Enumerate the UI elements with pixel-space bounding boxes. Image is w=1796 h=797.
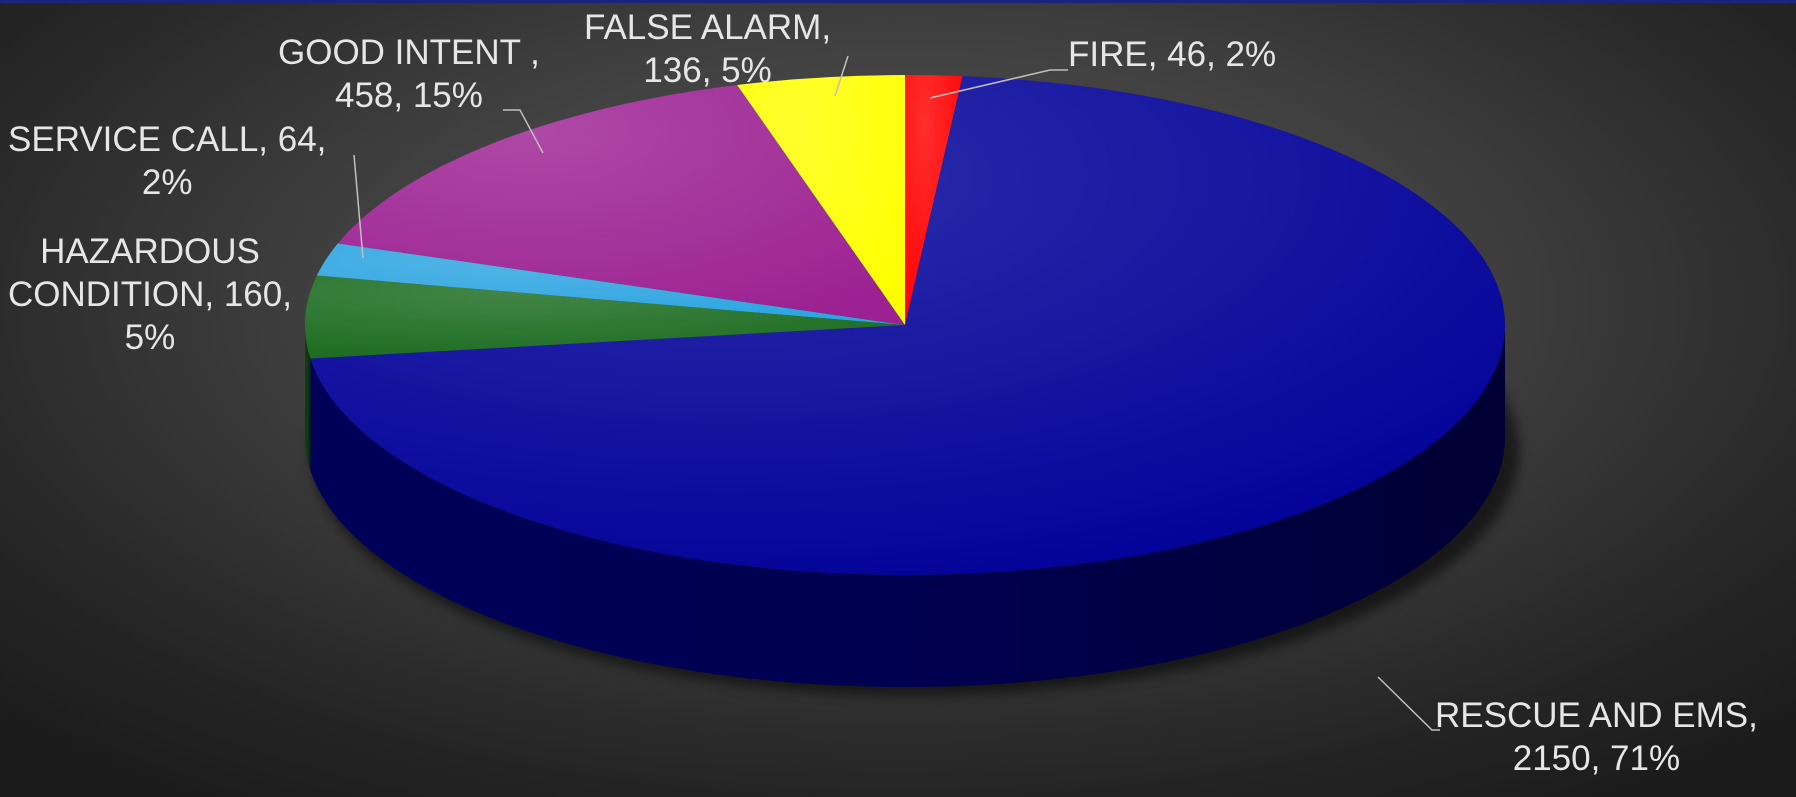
- leader-line-rescue-and-ems: [1377, 676, 1440, 731]
- leader-line-service-call: [353, 154, 364, 259]
- label-line: FIRE, 46, 2%: [1068, 35, 1277, 74]
- slice-label-hazardous-condition: HAZARDOUS CONDITION, 160, 5%: [8, 230, 292, 359]
- pie-slice-sheen-false-alarm: [737, 75, 905, 325]
- slice-label-service-call: SERVICE CALL, 64, 2%: [8, 118, 326, 204]
- label-line: SERVICE CALL, 64,: [8, 120, 327, 159]
- slice-label-rescue-and-ems: RESCUE AND EMS, 2150, 71%: [1435, 694, 1758, 780]
- pie-slice-sheen-hazardous-condition: [305, 275, 905, 359]
- label-line: 5%: [124, 318, 176, 357]
- leader-line-fire: [929, 69, 1068, 99]
- pie-slice-sheen-service-call: [316, 243, 906, 325]
- label-line: GOOD INTENT ,: [278, 33, 540, 72]
- pie-slice-sheen-rescue-and-ems: [310, 76, 1506, 576]
- pie-side-shade-rescue-and-ems: [310, 325, 1505, 687]
- slice-label-fire: FIRE, 46, 2%: [1068, 33, 1276, 76]
- slice-label-false-alarm: FALSE ALARM, 136, 5%: [584, 6, 831, 92]
- pie-side-shade-hazardous-condition: [305, 325, 311, 471]
- leader-line-good-intent: [503, 109, 544, 154]
- label-line: RESCUE AND EMS,: [1435, 696, 1758, 735]
- pie-top: [305, 75, 1506, 576]
- label-line: HAZARDOUS: [40, 232, 260, 271]
- label-line: CONDITION, 160,: [8, 275, 292, 314]
- slice-label-good-intent: GOOD INTENT , 458, 15%: [278, 31, 540, 117]
- label-line: 458, 15%: [334, 76, 483, 115]
- label-line: FALSE ALARM,: [584, 8, 832, 47]
- pie-slice-sheen-fire: [905, 75, 963, 325]
- pie-sides: [305, 325, 1505, 687]
- top-border: [0, 0, 1796, 3]
- label-line: 2150, 71%: [1512, 739, 1681, 778]
- pie-slice-sheen-good-intent: [337, 84, 905, 325]
- label-line: 136, 5%: [643, 51, 772, 90]
- label-line: 2%: [141, 163, 193, 202]
- leader-lines: [353, 55, 1440, 731]
- leader-line-false-alarm: [834, 55, 849, 97]
